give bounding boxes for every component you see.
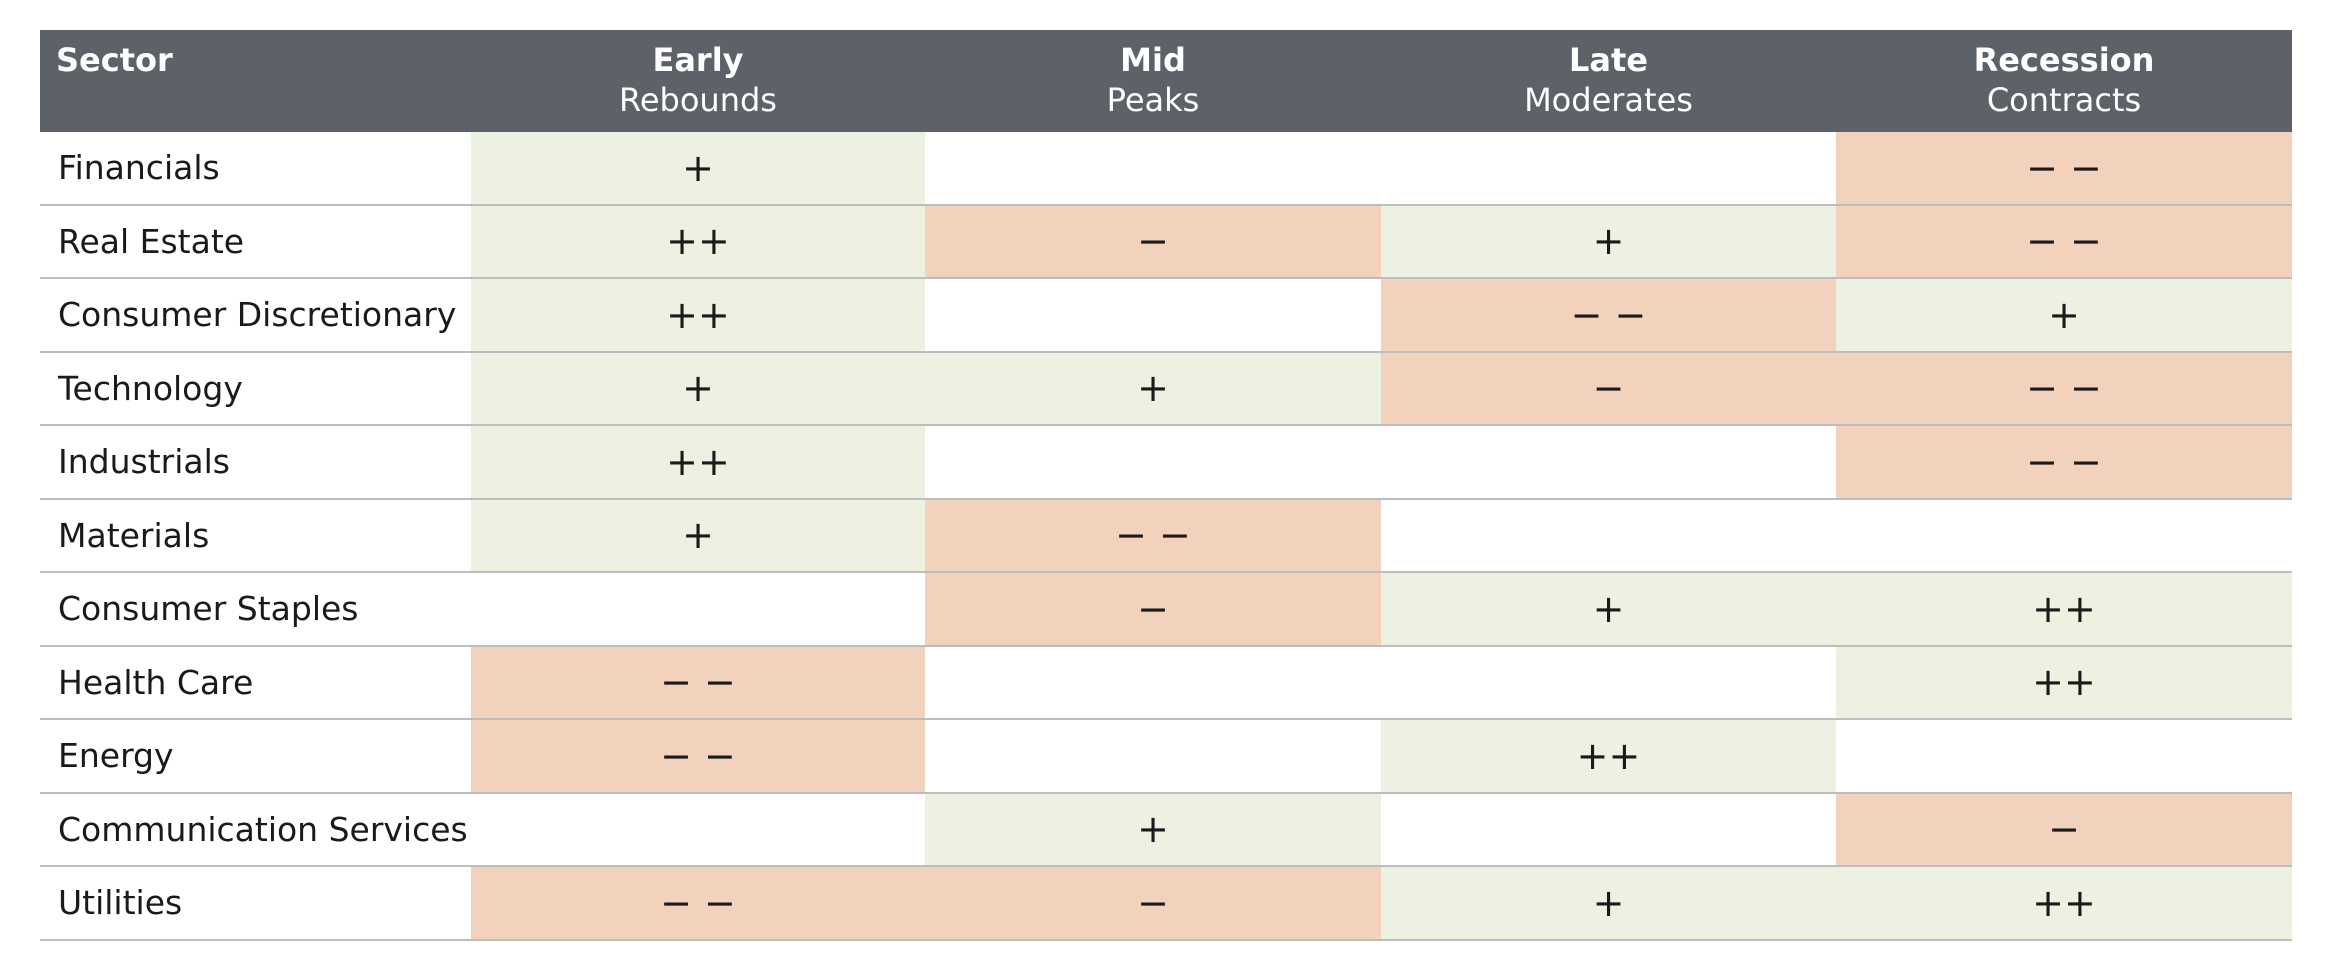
rating-cell: ++	[1836, 573, 2292, 647]
header-subtitle: Peaks	[1106, 81, 1200, 119]
rating-cell: − −	[1836, 352, 2292, 426]
rating-cell: +	[1381, 867, 1836, 941]
sector-cell: Technology	[40, 353, 471, 426]
rating-cell: −	[1836, 793, 2292, 867]
header-subtitle: Contracts	[1986, 81, 2142, 119]
sector-cell: Real Estate	[40, 206, 471, 279]
rating-cell: ++	[471, 205, 925, 279]
rating-cell: +	[1381, 573, 1836, 647]
rating-cell	[925, 279, 1381, 353]
header-title: Mid	[1120, 41, 1186, 79]
header-title: Recession	[1973, 41, 2155, 79]
rating-cell: ++	[1836, 646, 2292, 720]
rating-cell	[1381, 426, 1836, 500]
rating-cell: −	[925, 573, 1381, 647]
header-subtitle: Rebounds	[619, 81, 777, 119]
header-title: Late	[1569, 41, 1648, 79]
rating-cell: − −	[1836, 205, 2292, 279]
rating-cell	[1381, 132, 1836, 206]
header-cell: Sector	[40, 30, 471, 132]
sector-cell: Industrials	[40, 426, 471, 500]
rating-cell	[1381, 647, 1836, 720]
rating-cell	[471, 573, 925, 647]
rating-cell	[1836, 500, 2292, 573]
rating-cell	[1836, 720, 2292, 794]
header-subtitle: Moderates	[1524, 81, 1693, 119]
rating-cell: ++	[471, 426, 925, 500]
rating-cell: −	[925, 205, 1381, 279]
rating-cell: − −	[925, 499, 1381, 573]
header-cell: Late Moderates	[1381, 30, 1836, 132]
sector-cell: Financials	[40, 132, 471, 206]
rating-cell: ++	[1836, 867, 2292, 941]
rating-cell: −	[925, 867, 1381, 941]
rating-cell: +	[1836, 279, 2292, 353]
rating-cell: +	[471, 499, 925, 573]
rating-cell: −	[1381, 352, 1836, 426]
rating-cell: − −	[471, 646, 925, 720]
rating-cell: +	[925, 793, 1381, 867]
sector-cell: Utilities	[40, 867, 471, 941]
rating-cell	[925, 720, 1381, 794]
rating-cell: +	[925, 352, 1381, 426]
rating-cell: ++	[1381, 720, 1836, 794]
header-title: Early	[652, 41, 744, 79]
rating-cell: − −	[1836, 132, 2292, 206]
sector-cell: Communication Services	[40, 794, 471, 867]
rating-cell	[1381, 500, 1836, 573]
sector-cell: Energy	[40, 720, 471, 794]
rating-cell	[925, 426, 1381, 500]
sector-cell: Health Care	[40, 647, 471, 720]
rating-cell	[1381, 794, 1836, 867]
header-cell: Recession Contracts	[1836, 30, 2292, 132]
sector-cell: Consumer Staples	[40, 573, 471, 647]
rating-cell: − −	[1381, 279, 1836, 353]
rating-cell: − −	[471, 867, 925, 941]
rating-cell	[925, 132, 1381, 206]
rating-cell	[471, 794, 925, 867]
header-cell: Mid Peaks	[925, 30, 1381, 132]
header-cell: Early Rebounds	[471, 30, 925, 132]
rating-cell	[925, 647, 1381, 720]
sector-cell: Consumer Discretionary	[40, 279, 471, 353]
rating-cell: +	[471, 352, 925, 426]
rating-cell: +	[1381, 205, 1836, 279]
rating-cell: − −	[471, 720, 925, 794]
rating-cell: − −	[1836, 426, 2292, 500]
rating-cell: ++	[471, 279, 925, 353]
rating-cell: +	[471, 132, 925, 206]
sector-cell: Materials	[40, 500, 471, 573]
header-title: Sector	[56, 41, 173, 79]
